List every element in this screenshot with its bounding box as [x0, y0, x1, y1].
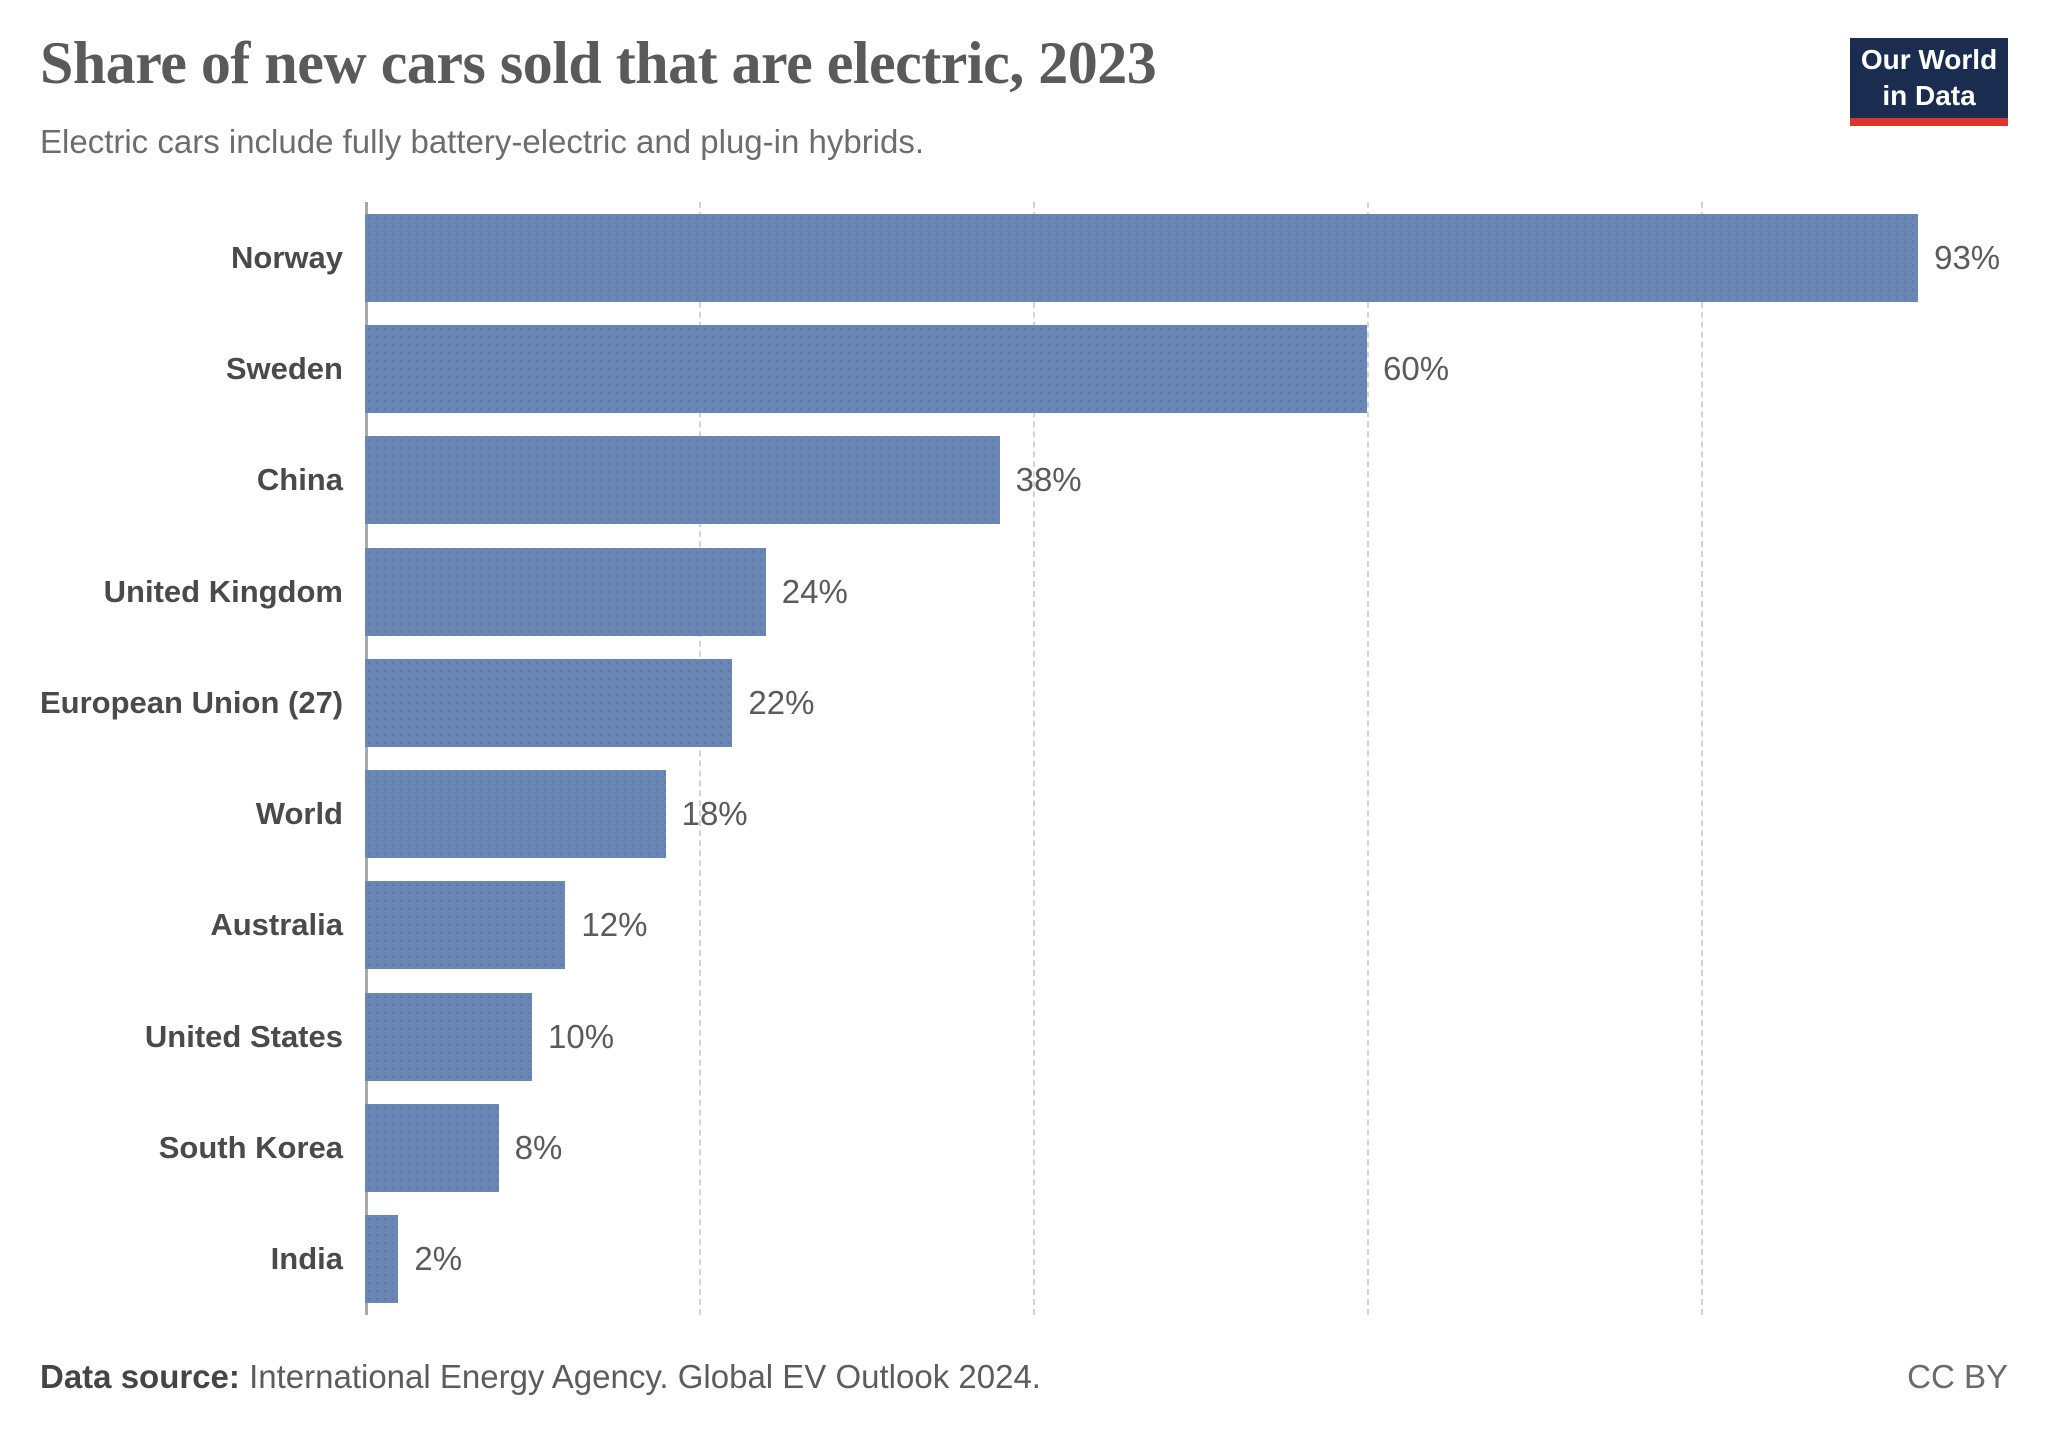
category-label: European Union (27)	[40, 684, 344, 720]
gridline-80	[1701, 202, 1703, 1315]
bar-value-label: 2%	[414, 1240, 463, 1278]
row-plot: 24%	[365, 547, 2035, 636]
data-source: Data source: International Energy Agency…	[40, 1358, 1041, 1396]
bar-norway	[365, 213, 1919, 302]
chart-header: Share of new cars sold that are electric…	[40, 28, 2008, 164]
bar-united-kingdom	[365, 547, 766, 636]
category-label: World	[255, 796, 343, 832]
chart-row: European Union (27) 22%	[40, 647, 2035, 758]
page-title: Share of new cars sold that are electric…	[40, 30, 1157, 96]
row-plot: 2%	[365, 1215, 2035, 1304]
category-label: South Korea	[158, 1130, 343, 1166]
chart-row: Australia 12%	[40, 870, 2035, 981]
chart-row: Norway 93%	[40, 202, 2035, 313]
category-label: China	[256, 462, 343, 498]
bar-value-label: 10%	[548, 1017, 615, 1055]
bar-value-label: 18%	[681, 795, 748, 833]
category-label: Sweden	[225, 350, 343, 386]
chart-area: Norway 93% Sweden 60% China 38% United Kingdom…	[40, 202, 2035, 1315]
chart-row: United Kingdom 24%	[40, 536, 2035, 647]
bar-india	[365, 1215, 399, 1304]
data-source-text: International Energy Agency. Global EV O…	[239, 1358, 1041, 1395]
data-source-label: Data source:	[40, 1358, 240, 1395]
chart-footer: Data source: International Energy Agency…	[40, 1358, 2008, 1396]
row-plot: 22%	[365, 658, 2035, 747]
chart-rows: Norway 93% Sweden 60% China 38% United Kingdom…	[40, 202, 2035, 1315]
bar-world	[365, 770, 666, 859]
bar-south-korea	[365, 1104, 499, 1193]
chart-row: China 38%	[40, 425, 2035, 536]
license-link[interactable]: CC BY	[1907, 1358, 2008, 1395]
category-label: United States	[144, 1018, 343, 1054]
bar-united-states	[365, 992, 532, 1081]
plot-grid	[365, 202, 2035, 1315]
row-plot: 93%	[365, 213, 2035, 302]
row-plot: 60%	[365, 324, 2035, 413]
owid-logo-line2: in Data	[1882, 80, 1976, 111]
bar-value-label: 93%	[1934, 238, 2001, 276]
bar-value-label: 12%	[581, 906, 648, 944]
row-plot: 8%	[365, 1104, 2035, 1193]
category-label: India	[270, 1241, 343, 1277]
bar-value-label: 24%	[781, 572, 848, 610]
bar-value-label: 60%	[1383, 349, 1450, 387]
owid-logo-line1: Our World	[1860, 44, 1998, 76]
row-plot: 38%	[365, 436, 2035, 525]
bar-china	[365, 436, 1000, 525]
bar-value-label: 38%	[1015, 461, 1082, 499]
bar-european-union-27-	[365, 658, 733, 747]
page-subtitle: Electric cars include fully battery-elec…	[40, 122, 925, 160]
gridline-40	[1033, 202, 1035, 1315]
bar-value-label: 8%	[514, 1129, 563, 1167]
bar-australia	[365, 881, 566, 970]
category-label: Australia	[210, 907, 343, 943]
gridline-20	[699, 202, 701, 1315]
row-plot: 10%	[365, 992, 2035, 1081]
category-label: United Kingdom	[103, 573, 343, 609]
chart-row: World 18%	[40, 758, 2035, 869]
chart-row: India 2%	[40, 1204, 2035, 1315]
bar-sweden	[365, 324, 1367, 413]
owid-logo[interactable]: Our World in Data	[1850, 38, 2008, 126]
bar-value-label: 22%	[748, 683, 815, 721]
row-plot: 12%	[365, 881, 2035, 970]
row-plot: 18%	[365, 770, 2035, 859]
y-axis-line	[365, 202, 368, 1315]
chart-row: United States 10%	[40, 981, 2035, 1092]
category-label: Norway	[231, 239, 343, 275]
chart-row: Sweden 60%	[40, 313, 2035, 424]
chart-row: South Korea 8%	[40, 1092, 2035, 1203]
gridline-60	[1367, 202, 1369, 1315]
